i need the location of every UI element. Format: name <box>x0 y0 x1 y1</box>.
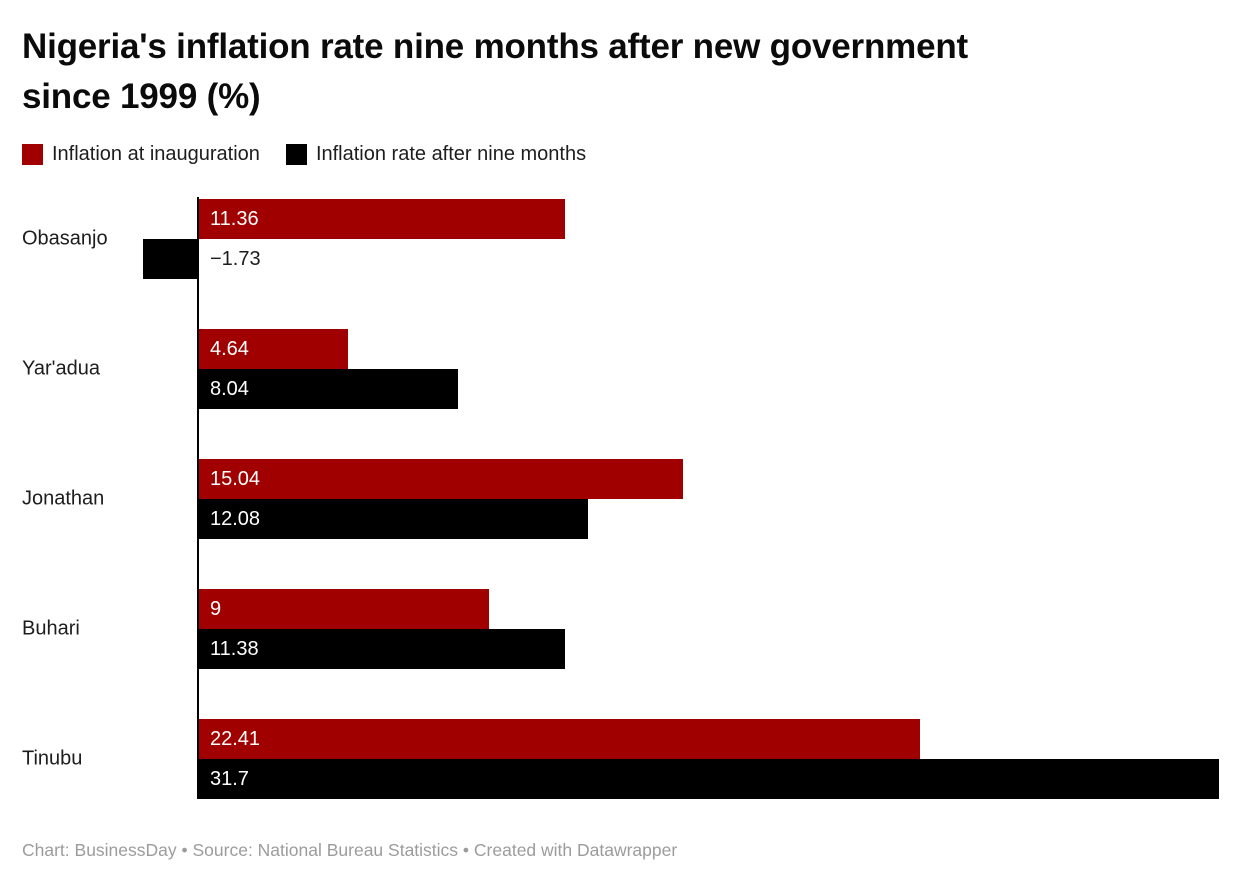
bar-nine-months: 11.38 <box>199 629 566 669</box>
bar-value-label: 22.41 <box>210 728 261 750</box>
bar-value-label: 9 <box>210 598 222 620</box>
legend-swatch-icon <box>22 144 43 165</box>
bar-nine-months: 8.04 <box>199 369 458 409</box>
category-label-obasanjo: Obasanjo <box>22 227 108 250</box>
y-axis-line <box>197 197 199 799</box>
category-label-tinubu: Tinubu <box>22 747 83 770</box>
bar-value-label: 12.08 <box>210 508 261 530</box>
bar-value-label: 8.04 <box>210 378 249 400</box>
bar-value-label: 31.7 <box>210 768 249 790</box>
bar-chart: Obasanjo 11.36 −1.73 Yar'adua 4.64 8.04 Jonath… <box>0 197 1240 809</box>
bar-value-label: 15.04 <box>210 468 261 490</box>
bar-nine-months <box>143 239 199 279</box>
chart-title-line-2: since 1999 (%) <box>22 77 261 116</box>
category-label-yaradua: Yar'adua <box>22 357 100 380</box>
legend: Inflation at inauguration Inflation rate … <box>22 143 586 166</box>
bar-value-label: 11.36 <box>210 208 259 230</box>
chart-title: Nigeria's inflation rate nine months aft… <box>22 22 1212 122</box>
category-label-buhari: Buhari <box>22 617 80 640</box>
bar-nine-months: 12.08 <box>199 499 588 539</box>
legend-item-label: Inflation at inauguration <box>52 143 260 165</box>
bar-value-label: −1.73 <box>210 248 261 270</box>
bar-value-label: 11.38 <box>210 638 259 660</box>
legend-item-label: Inflation rate after nine months <box>315 143 587 165</box>
legend-item-0: Inflation at inauguration <box>22 143 260 166</box>
bar-value-label: 4.64 <box>210 338 249 360</box>
bar-inauguration: 4.64 <box>199 329 349 369</box>
bar-inauguration: 22.41 <box>199 719 921 759</box>
bar-nine-months: 31.7 <box>199 759 1219 799</box>
chart-title-line-1: Nigeria's inflation rate nine months aft… <box>22 27 968 66</box>
attribution-footer: Chart: BusinessDay • Source: National Bu… <box>22 840 678 860</box>
bar-inauguration: 11.36 <box>199 199 565 239</box>
bar-inauguration: 15.04 <box>199 459 683 499</box>
bar-inauguration: 9 <box>199 589 489 629</box>
legend-item-1: Inflation rate after nine months <box>285 143 587 166</box>
legend-swatch-icon <box>285 144 307 165</box>
category-label-jonathan: Jonathan <box>22 487 105 510</box>
